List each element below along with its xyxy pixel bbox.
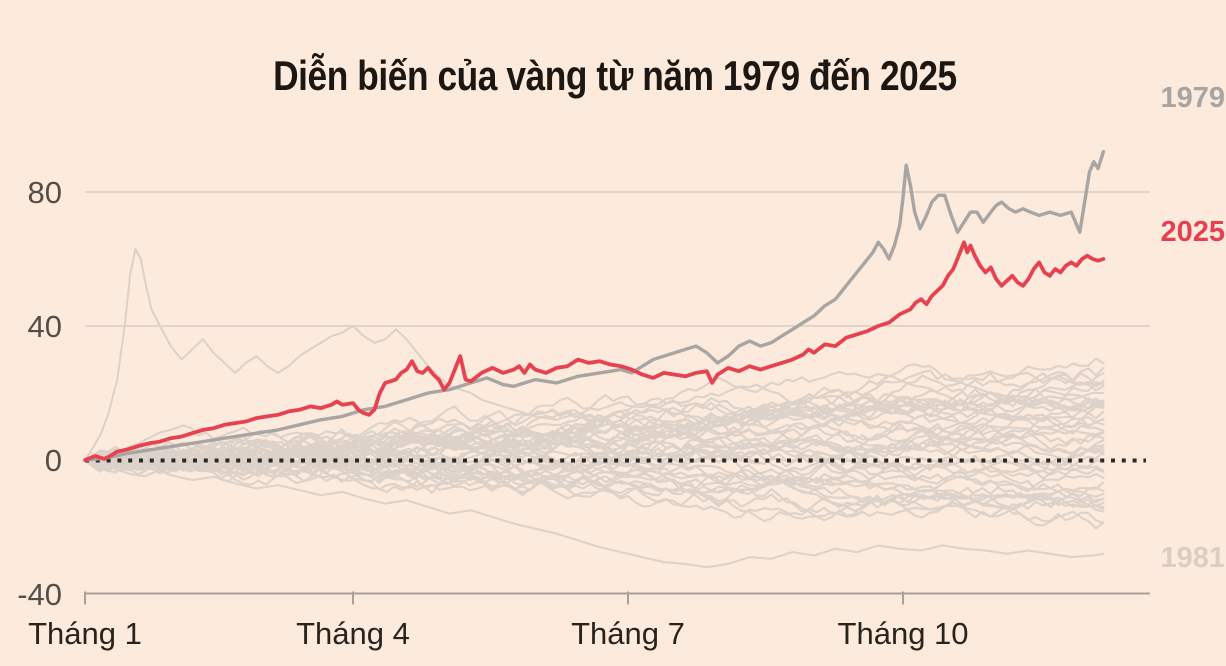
x-tick-label: Tháng 4 [296, 616, 410, 651]
y-tick-label: -40 [17, 577, 62, 612]
x-axis [84, 591, 1150, 605]
background-year-line [83, 396, 1105, 469]
series-label-1979: 1979 [1160, 82, 1225, 114]
background-year-line [83, 445, 1105, 497]
x-tick-label: Tháng 10 [838, 616, 969, 651]
series-1981-line [83, 458, 1105, 569]
gridlines [85, 191, 1150, 327]
background-year-line [83, 426, 1105, 474]
background-year-line [83, 391, 1105, 478]
y-tick-label: 40 [28, 309, 62, 344]
background-year-line [83, 446, 1105, 480]
x-tick-label: Tháng 7 [571, 616, 685, 651]
series-label-2025: 2025 [1160, 216, 1225, 248]
y-tick-label: 0 [45, 443, 62, 478]
x-tick-label: Tháng 1 [28, 616, 142, 651]
background-year-line [83, 372, 1105, 466]
background-year-line [83, 452, 1105, 522]
axis-labels: 80 40 0 -40 Tháng 1 Tháng 4 Tháng 7 Tháng 10 [17, 175, 968, 651]
background-series [83, 247, 1105, 569]
background-year-line [83, 381, 1105, 478]
chart-title: Diễn biến của vàng từ năm 1979 đến 2025 [273, 52, 957, 99]
series-1980-line [83, 247, 1105, 462]
series-1979-line [83, 150, 1106, 462]
highlight-series [83, 150, 1106, 462]
series-label-1981: 1981 [1160, 542, 1225, 574]
series-2025-line [83, 240, 1106, 462]
y-tick-label: 80 [28, 175, 62, 210]
